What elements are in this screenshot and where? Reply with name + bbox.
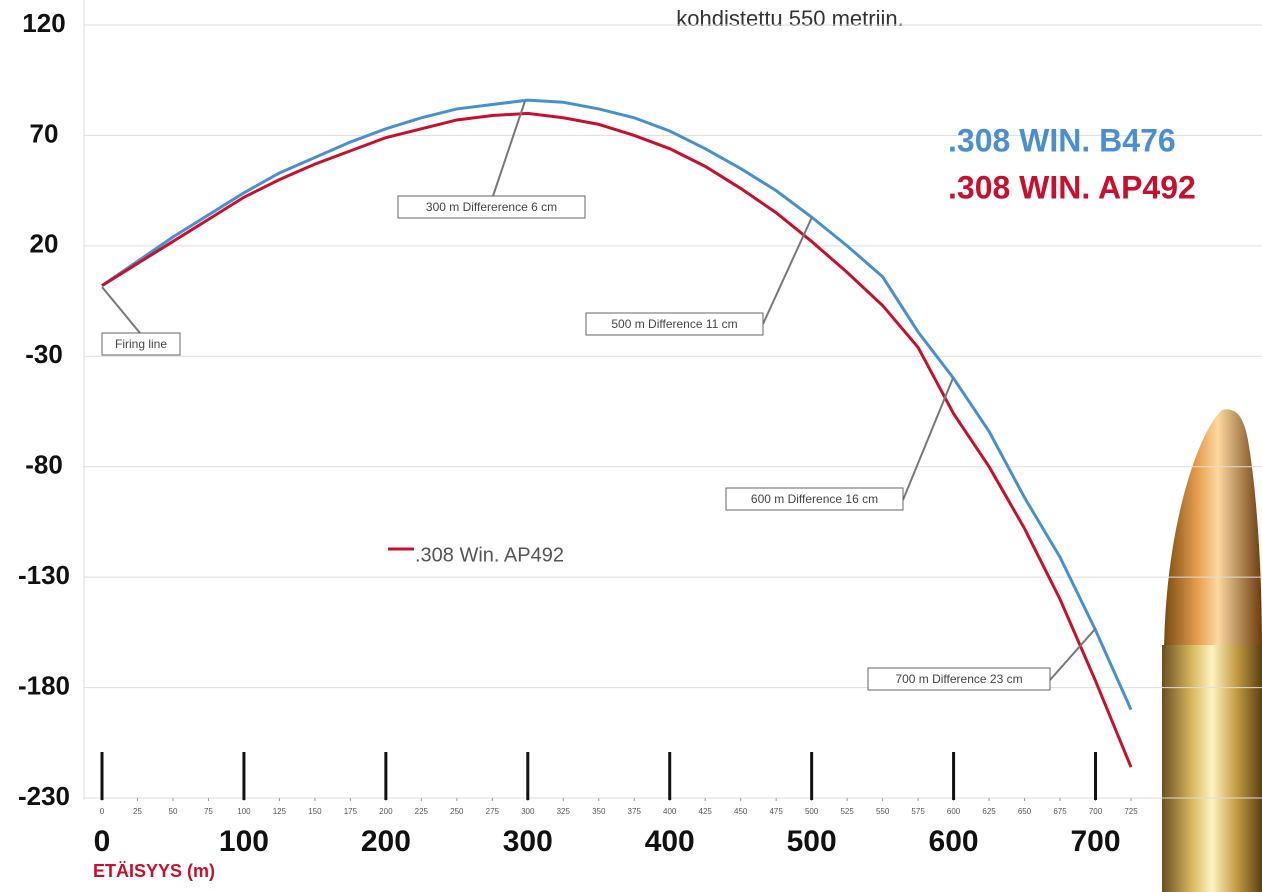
annotation: 500 m Difference 11 cm (611, 317, 737, 331)
y-tick-label: -80 (25, 450, 63, 480)
y-tick-label: 20 (30, 229, 59, 259)
chart: kohdistettu 550 metriin. 120 70 20 -30 -80 -1… (0, 0, 1262, 892)
x-major-tick-label: 700 (1070, 825, 1120, 858)
x-tick-label: 450 (734, 807, 748, 816)
x-major-tick-label: 100 (219, 825, 269, 858)
x-tick-label: 525 (840, 807, 854, 816)
y-tick-label: -230 (18, 781, 70, 811)
y-tick-label: -30 (25, 339, 63, 369)
x-tick-label: 550 (876, 807, 890, 816)
x-tick-label: 200 (379, 807, 393, 816)
annotation-connector (1050, 628, 1096, 680)
x-tick-label: 250 (450, 807, 464, 816)
x-major-tick-label: 0 (94, 825, 111, 858)
x-major-tick-label: 500 (787, 825, 837, 858)
legend-entry: .308 Win. AP492 (415, 544, 564, 566)
x-tick-label: 25 (133, 807, 142, 816)
x-tick-label: 675 (1053, 807, 1067, 816)
y-tick-label: 120 (22, 8, 65, 38)
x-tick-label: 325 (557, 807, 571, 816)
legend-entry: .308 WIN. B476 (948, 122, 1176, 158)
x-tick-label: 500 (805, 807, 819, 816)
annotation: 700 m Difference 23 cm (895, 672, 1022, 686)
x-major-tick-label: 600 (929, 825, 979, 858)
chart-title: kohdistettu 550 metriin. (676, 6, 903, 31)
x-tick-label: 275 (486, 807, 500, 816)
x-major-tick-label: 300 (503, 825, 553, 858)
x-tick-label: 650 (1018, 807, 1032, 816)
x-tick-label: 125 (273, 807, 287, 816)
x-tick-label: 575 (911, 807, 925, 816)
x-tick-label: 625 (982, 807, 996, 816)
x-tick-label: 725 (1124, 807, 1138, 816)
y-tick-label: -180 (18, 670, 70, 700)
y-tick-label: -130 (18, 560, 70, 590)
x-tick-label: 175 (344, 807, 358, 816)
x-tick-label: 425 (699, 807, 713, 816)
annotation-connector (903, 378, 953, 500)
bullet-image (1162, 409, 1262, 892)
x-major-tick-label: 200 (361, 825, 411, 858)
annotation: Firing line (115, 337, 167, 351)
x-tick-label: 0 (100, 807, 105, 816)
x-tick-label: 600 (947, 807, 961, 816)
annotation: 600 m Difference 16 cm (751, 492, 878, 506)
x-tick-label: 700 (1089, 807, 1103, 816)
x-tick-label: 475 (769, 807, 783, 816)
x-tick-label: 150 (308, 807, 322, 816)
x-tick-label: 100 (237, 807, 251, 816)
x-tick-label: 225 (415, 807, 429, 816)
x-tick-label: 50 (169, 807, 178, 816)
y-tick-label: 70 (30, 118, 59, 148)
annotation-connector (102, 287, 140, 333)
annotation: 300 m Differerence 6 cm (426, 200, 557, 214)
legend-entry: .308 WIN. AP492 (948, 169, 1196, 205)
x-tick-label: 300 (521, 807, 535, 816)
x-major-tick-label: 400 (645, 825, 695, 858)
x-tick-label: 75 (204, 807, 213, 816)
x-tick-label: 350 (592, 807, 606, 816)
annotation-connector (763, 217, 812, 324)
x-tick-label: 400 (663, 807, 677, 816)
x-axis-label: ETÄISYYS (m) (93, 861, 215, 881)
x-tick-label: 375 (628, 807, 642, 816)
